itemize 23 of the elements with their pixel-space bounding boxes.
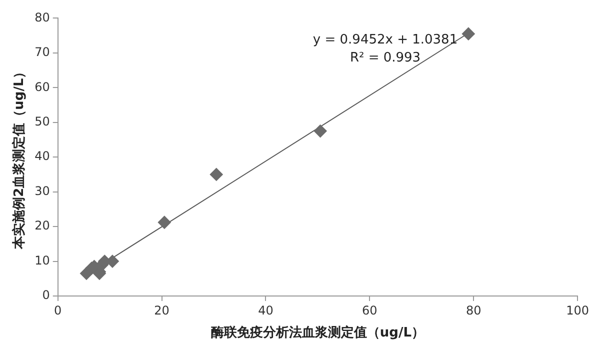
x-tick-label: 80 — [466, 303, 482, 318]
point — [314, 124, 327, 138]
x-tick-label: 20 — [154, 303, 170, 318]
y-axis-title: 本实施例2血浆测定值（ug/L） — [11, 65, 28, 250]
point — [210, 168, 223, 181]
y-tick-label: 80 — [34, 10, 50, 24]
x-tick-label: 40 — [258, 303, 274, 318]
x-tick-label: 60 — [362, 303, 378, 318]
point — [158, 216, 171, 229]
x-tick-label: 0 — [54, 303, 62, 318]
y-tick-label: 20 — [34, 218, 50, 233]
x-axis-title: 酶联免疫分析法血浆测定值（ug/L） — [210, 324, 425, 341]
x-tick-label: 100 — [566, 303, 589, 318]
y-tick-label: 0 — [42, 288, 50, 302]
annotation: y = 0.9452x + 1.0381 — [312, 32, 458, 48]
y-tick-label: 50 — [34, 114, 50, 128]
annotation: R² = 0.993 — [350, 50, 421, 66]
y-tick-label: 30 — [34, 184, 50, 198]
point — [462, 27, 475, 40]
y-tick-label: 60 — [34, 80, 50, 94]
y-tick-label: 10 — [34, 253, 50, 268]
y-tick-label: 40 — [34, 149, 50, 164]
y-tick-label: 70 — [34, 45, 50, 60]
